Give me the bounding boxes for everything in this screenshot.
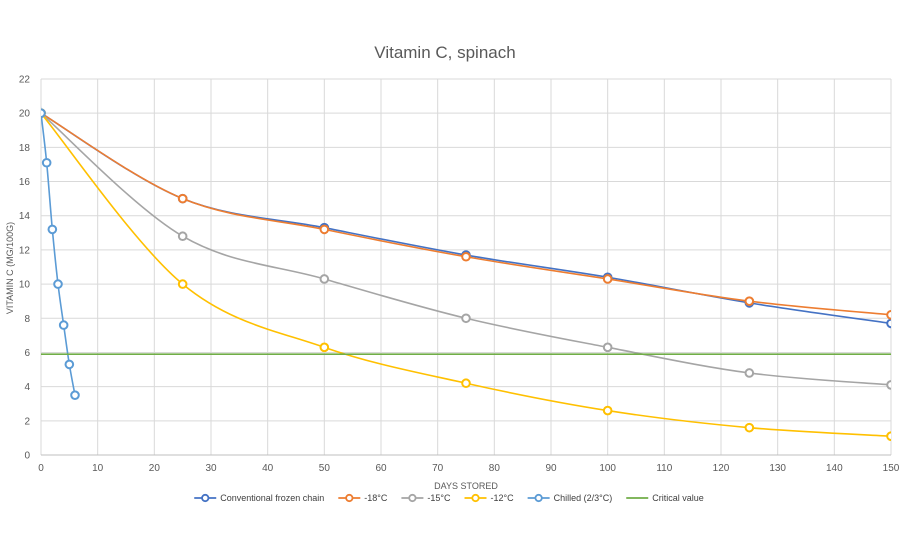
data-point	[177, 193, 188, 204]
legend-label: -12°C	[491, 493, 515, 503]
x-tick-label: 50	[319, 463, 331, 474]
series-15-c	[41, 108, 891, 390]
series-line	[41, 112, 891, 386]
series-12-c	[41, 108, 891, 441]
data-point	[70, 390, 80, 400]
data-point	[602, 274, 613, 284]
data-point	[602, 342, 613, 353]
data-point	[53, 279, 63, 289]
x-tick-label: 90	[545, 463, 557, 474]
y-tick-label: 2	[24, 416, 30, 427]
legend-label: Chilled (2/3°C)	[554, 493, 613, 503]
data-point	[744, 422, 755, 433]
x-axis-title: DAYS STORED	[434, 481, 498, 491]
y-tick-label: 16	[19, 177, 31, 188]
x-tick-label: 20	[149, 463, 161, 474]
y-tick-label: 12	[19, 245, 31, 256]
data-point	[47, 224, 58, 235]
series-line	[41, 112, 891, 325]
data-point	[58, 320, 69, 330]
data-point	[41, 157, 52, 168]
data-point	[886, 310, 891, 320]
y-tick-label: 22	[19, 75, 31, 86]
data-point	[177, 279, 188, 289]
legend-marker	[408, 493, 417, 503]
data-point	[461, 251, 471, 262]
legend-item-15-c: -15°C	[401, 493, 451, 503]
legend-marker	[201, 493, 210, 503]
data-point	[319, 274, 330, 284]
x-tick-label: 40	[262, 463, 274, 474]
data-point	[177, 231, 188, 242]
x-tick-label: 110	[656, 463, 672, 474]
x-tick-label: 150	[883, 463, 900, 474]
chart-title: Vitamin C, spinach	[374, 43, 515, 62]
data-point	[886, 318, 891, 329]
data-point	[886, 380, 891, 390]
y-tick-label: 0	[24, 451, 30, 462]
y-axis-title: VITAMIN C (MG/100G)	[5, 222, 15, 314]
x-tick-label: 100	[599, 463, 616, 474]
data-point	[602, 405, 613, 416]
y-tick-label: 20	[19, 109, 31, 120]
y-tick-label: 6	[24, 348, 30, 359]
data-point	[744, 296, 755, 306]
series-conventional-frozen-chain	[41, 108, 891, 329]
legend-item-chilled-2-3-c: Chilled (2/3°C)	[527, 493, 613, 503]
grid	[40, 78, 892, 456]
series-chilled-2-3-c	[41, 106, 80, 400]
legend-label: Conventional frozen chain	[220, 493, 324, 503]
legend-item-critical-value: Critical value	[626, 493, 704, 503]
data-point	[319, 342, 330, 353]
legend-label: -18°C	[364, 493, 388, 503]
x-tick-label: 0	[38, 463, 44, 474]
legend-label: Critical value	[652, 493, 704, 503]
y-tick-label: 4	[24, 382, 30, 393]
x-tick-label: 130	[769, 463, 786, 474]
legend-marker	[471, 493, 480, 503]
legend-marker	[534, 493, 543, 503]
x-tick-label: 10	[92, 463, 104, 474]
legend-item-conventional-frozen-chain: Conventional frozen chain	[194, 493, 324, 503]
legend-label: -15°C	[427, 493, 451, 503]
x-tick-label: 140	[826, 463, 843, 474]
data-point	[41, 108, 46, 118]
plot-area	[41, 106, 891, 441]
legend-item-18-c: -18°C	[338, 493, 388, 503]
x-tick-label: 80	[489, 463, 501, 474]
y-tick-label: 10	[19, 280, 31, 291]
legend: Conventional frozen chain -18°C -15°C -12°C…	[194, 493, 704, 503]
data-point	[461, 378, 471, 389]
x-tick-label: 60	[375, 463, 387, 474]
y-tick-label: 8	[24, 314, 30, 325]
legend-item-12-c: -12°C	[464, 493, 515, 503]
x-tick-label: 120	[713, 463, 730, 474]
x-tick-label: 70	[432, 463, 444, 474]
series-line	[41, 112, 891, 316]
data-point	[319, 224, 330, 235]
y-tick-label: 18	[19, 143, 31, 154]
data-point	[886, 431, 891, 441]
y-tick-label: 14	[19, 211, 31, 222]
data-point	[64, 359, 75, 370]
legend-marker	[345, 493, 354, 503]
axes: 0 10 20 30 40 50 60 70 80 90 100 110 120 130 140 150 0 2 4…	[19, 75, 900, 475]
x-tick-label: 30	[205, 463, 217, 474]
data-point	[461, 313, 471, 324]
series-18-c	[41, 108, 891, 320]
data-point	[744, 368, 755, 378]
